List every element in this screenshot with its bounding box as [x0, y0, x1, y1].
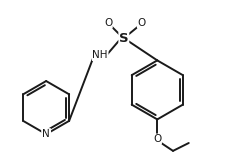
- Text: NH: NH: [92, 50, 108, 60]
- Text: O: O: [104, 18, 112, 28]
- Text: S: S: [118, 32, 128, 45]
- Text: O: O: [137, 18, 145, 28]
- Text: N: N: [42, 129, 50, 139]
- Text: O: O: [153, 134, 161, 144]
